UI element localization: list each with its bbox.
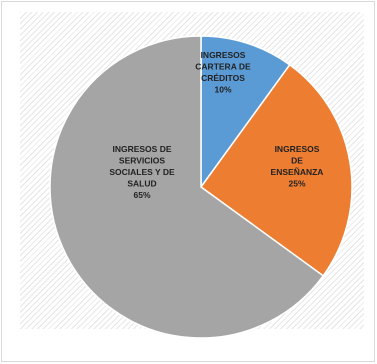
slice-percent: 65% (133, 190, 150, 200)
slice-label-line: CARTERA DE (195, 61, 251, 71)
slice-label-2: INGRESOS DE ENSEÑANZA 25% (271, 144, 324, 189)
slice-percent: 10% (214, 84, 231, 94)
slice-label-line: ENSEÑANZA (271, 167, 324, 177)
pie-slice-2 (199, 63, 353, 277)
slice-label-line: INGRESOS DE (112, 144, 171, 154)
slice-label-line: CRÉDITOS (201, 73, 245, 83)
pie-slice-1 (200, 35, 291, 190)
pie-slice-3 (49, 35, 325, 339)
slice-label-1: INGRESOS CARTERA DE CRÉDITOS 10% (195, 50, 251, 95)
slice-label-3: INGRESOS DE SERVICIOS SOCIALES Y DE SALUD 65… (109, 144, 175, 200)
slice-percent: 25% (288, 178, 305, 188)
slice-label-line: DE (291, 155, 303, 165)
slice-label-line: SOCIALES Y DE (109, 167, 175, 177)
slice-label-line: SERVICIOS (119, 156, 165, 166)
slice-label-line: INGRESOS (275, 144, 320, 154)
slice-label-line: INGRESOS (201, 50, 246, 60)
slice-label-line: SALUD (127, 179, 156, 189)
